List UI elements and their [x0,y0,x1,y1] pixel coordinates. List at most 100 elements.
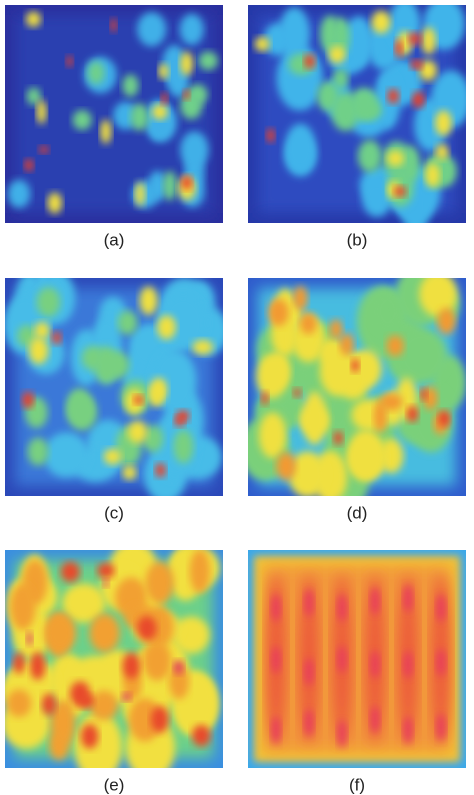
heatmap-blob [379,438,404,474]
heatmap-blob [158,63,169,80]
heatmap-blob [285,123,316,171]
heatmap-blob [10,583,36,631]
heatmap-blob [181,175,192,190]
heatmap-blob [62,583,106,623]
panel-label: (b) [347,230,368,249]
heatmap-blob [337,593,347,622]
heatmap-blob [371,10,391,34]
heatmap-blob [47,192,63,214]
heatmap-panel [5,278,223,496]
heatmap-blob [387,88,400,104]
heatmap-blob [437,307,456,335]
heatmap-blob [395,328,448,384]
heatmap-blob [276,452,297,481]
heatmap-blob [6,689,32,717]
heatmap-blob [271,645,281,674]
heatmap-blob [89,613,120,653]
heatmap-blob [22,391,34,409]
heatmap-blob [278,7,310,61]
heatmap-blob [421,27,436,55]
heatmap-blob [319,346,356,396]
heatmap-blob [103,578,109,588]
heatmap-blob [72,110,92,131]
heatmap-blob [403,716,413,745]
panel-label: (c) [104,503,124,522]
heatmap [248,5,466,223]
heatmap-blob [351,358,360,373]
heatmap-blob [419,278,458,317]
heatmap-field [264,566,450,752]
heatmap-blob [328,45,346,64]
heatmap [248,278,466,496]
heatmap-blob [117,310,138,335]
heatmap-blob [87,61,105,85]
heatmap-blob [50,699,76,747]
heatmap-blob [38,145,49,154]
heatmap-blob [150,377,168,402]
heatmap-blob [337,645,347,674]
heatmap-blob [347,429,385,482]
heatmap-blob [110,18,117,33]
heatmap [5,5,223,223]
heatmap-blob [258,412,287,459]
heatmap-blob [291,315,326,363]
heatmap-blob [103,448,122,465]
heatmap [248,550,466,768]
heatmap-blob [133,395,144,405]
heatmap-blob [74,711,123,768]
heatmap-blob [304,54,316,69]
heatmap-blob [27,437,49,466]
panel-label: (f) [349,775,365,794]
panel-label: (e) [104,775,125,794]
heatmap-blob [254,36,270,52]
heatmap-blob [373,71,401,130]
heatmap-blob [324,388,354,435]
heatmap-blob [333,431,343,445]
heatmap-blob [157,315,177,340]
panel-label: (a) [104,230,125,249]
heatmap-blob [121,692,132,702]
heatmap-blob [139,286,158,315]
heatmap-blob [145,561,175,604]
heatmap-blob [167,66,189,98]
heatmap-blob [187,84,208,105]
heatmap-blob [268,298,289,327]
heatmap-blob [266,128,275,143]
heatmap-blob [43,432,89,478]
heatmap-blob [370,650,380,679]
heatmap-blob [357,139,382,173]
heatmap-blob [304,657,314,686]
heatmap-blob [410,59,423,70]
heatmap-panel [248,550,466,768]
heatmap-blob [34,321,50,340]
heatmap-blob [69,681,91,706]
panel-label: (d) [347,503,368,522]
heatmap-blob [343,16,374,69]
heatmap-blob [122,652,141,679]
heatmap [5,550,223,768]
heatmap-blob [288,451,327,496]
heatmap-blob [436,648,446,677]
heatmap-blob [403,650,413,679]
heatmap-blob [180,131,209,169]
heatmap-blob [425,163,441,188]
heatmap-blob [419,60,437,81]
heatmap-blob [100,119,112,144]
heatmap-blob [329,319,343,340]
heatmap-blob [370,705,380,734]
heatmap-blob [122,74,139,97]
heatmap-blob [371,290,404,333]
heatmap-blob [261,391,269,406]
heatmap-blob [192,724,211,747]
heatmap-blob [304,708,314,737]
heatmap-blob [130,103,149,131]
heatmap-blob [403,584,413,613]
heatmap-blob [394,39,403,58]
heatmap-blob [135,182,146,207]
heatmap-blob [379,393,403,411]
heatmap-blob [435,143,449,161]
heatmap-blob [142,640,172,681]
heatmap-blob [150,705,169,733]
heatmap-blob [386,335,404,357]
